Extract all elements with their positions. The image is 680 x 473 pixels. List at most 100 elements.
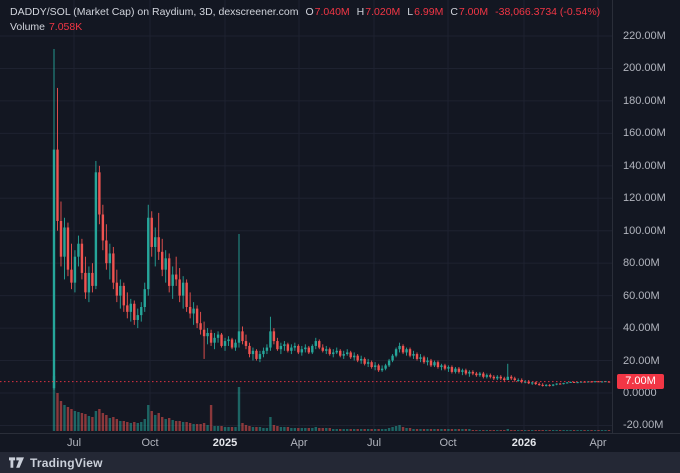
volume-bar: [213, 426, 216, 431]
candle-body: [450, 367, 454, 372]
volume-bar: [544, 430, 548, 431]
tradingview-logo-icon[interactable]: [9, 456, 24, 469]
candlestick-chart[interactable]: [0, 0, 612, 433]
candle-wick: [468, 370, 470, 377]
volume-bar: [66, 407, 70, 431]
volume-bar: [468, 429, 471, 431]
volume-bar: [181, 422, 185, 431]
volume-bar: [408, 428, 412, 431]
volume-bar: [199, 424, 202, 431]
candle-body: [157, 237, 160, 252]
volume-bar: [401, 427, 405, 431]
volume-bar: [489, 430, 492, 431]
candle-body: [213, 337, 216, 343]
volume-bar: [115, 419, 119, 431]
candle-body: [80, 243, 84, 273]
volume-bar: [248, 426, 251, 431]
candle-body: [122, 285, 126, 306]
volume-bar: [122, 421, 126, 431]
candle-body: [499, 376, 502, 379]
volume-bar: [387, 428, 391, 431]
candle-body: [510, 376, 513, 379]
price-axis-label: 200.00M: [623, 62, 666, 75]
volume-bar: [223, 427, 227, 431]
candle-body: [356, 355, 359, 361]
candle-wick: [542, 383, 544, 387]
volume-bar: [426, 429, 429, 431]
candle-body: [56, 149, 59, 221]
volume-bar: [150, 411, 153, 431]
candle-body: [415, 354, 419, 359]
volume-bar: [56, 393, 59, 431]
volume-bar: [443, 429, 447, 431]
price-axis[interactable]: 7.00M 220.00M 200.00M 180.00M 160.00M 140.00…: [612, 0, 680, 433]
volume-bar: [105, 415, 108, 431]
volume-bar: [269, 417, 272, 431]
volume-bar: [276, 426, 279, 431]
candle-body: [234, 342, 237, 348]
volume-bar: [551, 430, 555, 431]
volume-bar: [129, 423, 132, 431]
candle-body: [63, 227, 66, 257]
candle-body: [482, 373, 485, 377]
volume-bar: [555, 430, 558, 431]
volume-bar: [84, 414, 87, 431]
volume-bar: [126, 422, 129, 431]
candle-body: [506, 376, 509, 381]
candle-body: [108, 253, 112, 264]
candle-body: [461, 370, 464, 372]
candle-body: [464, 370, 468, 374]
candle-body: [597, 381, 600, 383]
candle-body: [129, 303, 132, 312]
volume-bar: [94, 411, 98, 431]
volume-bar: [461, 429, 464, 431]
volume-bar: [391, 427, 394, 431]
candle-body: [384, 365, 387, 369]
close-value: 7.00M: [458, 6, 489, 18]
candle-body: [147, 217, 150, 290]
candle-body: [569, 381, 572, 383]
volume-bar: [255, 427, 258, 431]
candle-body: [408, 349, 412, 356]
candle-body: [195, 308, 199, 324]
candle-body: [98, 172, 101, 215]
candle-body: [70, 269, 73, 283]
volume-bar: [593, 430, 597, 431]
volume-bar: [283, 427, 286, 431]
candle-body: [548, 384, 551, 386]
candle-body: [251, 350, 255, 355]
candle-body: [185, 282, 188, 307]
candle-body: [332, 352, 335, 355]
volume-bar: [304, 428, 307, 431]
volume-bar: [314, 427, 317, 431]
volume-bar: [220, 426, 223, 431]
volume-bar: [576, 430, 579, 431]
price-chart-pane[interactable]: DADDY/SOL (Market Cap) on Raydium, 3D, d…: [0, 0, 612, 433]
candle-body: [590, 381, 593, 383]
time-axis[interactable]: Jul Oct 2025 Apr Jul Oct 2026 Apr: [0, 433, 680, 452]
candle-body: [492, 376, 496, 379]
tradingview-wordmark[interactable]: TradingView: [30, 455, 103, 470]
volume-bar: [202, 423, 206, 431]
volume-bar: [517, 430, 520, 431]
volume-bar: [450, 429, 454, 431]
volume-bar: [286, 427, 290, 431]
volume-bar: [513, 430, 516, 431]
candle-body: [227, 339, 230, 342]
volume-bar: [496, 430, 499, 431]
candle-wick: [228, 336, 229, 346]
volume-bar: [384, 429, 387, 431]
volume-value: 7.058K: [48, 21, 83, 33]
volume-bar: [195, 424, 199, 431]
volume-bar: [492, 430, 496, 431]
candle-body: [394, 349, 398, 356]
high-value: 7.020M: [365, 6, 401, 18]
volume-bar: [380, 429, 384, 431]
volume-bar: [534, 430, 537, 431]
volume-bar: [133, 422, 136, 431]
candle-body: [537, 384, 541, 386]
candle-body: [237, 331, 241, 343]
candle-body: [359, 358, 363, 361]
candle-body: [422, 357, 426, 363]
legend-row-symbol: DADDY/SOL (Market Cap) on Raydium, 3D, d…: [10, 5, 600, 20]
